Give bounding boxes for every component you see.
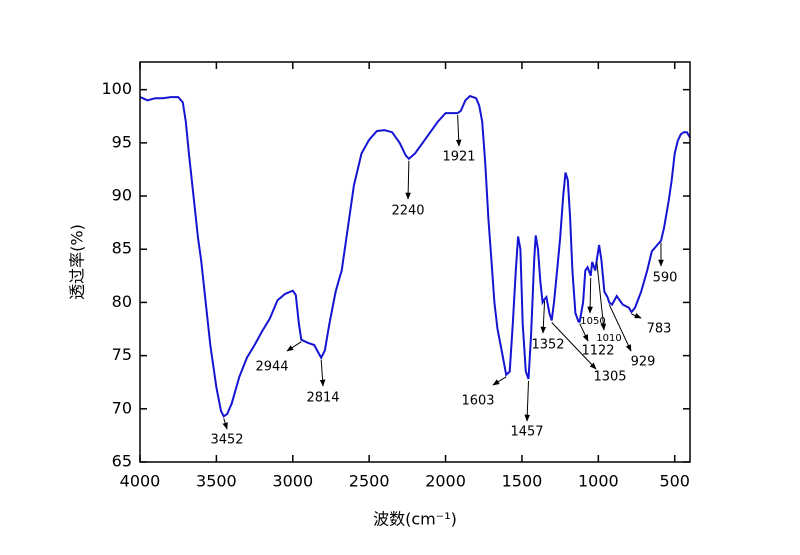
y-tick-label: 80 xyxy=(112,292,132,311)
y-tick-label: 75 xyxy=(112,345,132,364)
annotation-arrow xyxy=(631,312,642,319)
annotation-arrow xyxy=(540,301,547,334)
annotation-arrow xyxy=(579,323,589,342)
annotation-label: 1010 xyxy=(596,333,621,344)
annotation-arrow xyxy=(222,418,228,430)
annotation-arrow xyxy=(596,261,607,331)
annotation-label: 1050 xyxy=(580,316,605,327)
y-tick-label: 65 xyxy=(112,452,132,471)
annotation-arrow xyxy=(286,341,302,352)
x-axis-label: 波数(cm⁻¹) xyxy=(373,510,457,529)
annotation-arrow xyxy=(551,322,597,370)
x-tick-label: 3500 xyxy=(196,472,237,491)
annotation-label: 1603 xyxy=(461,394,494,409)
annotation-arrow xyxy=(608,304,632,352)
spectrum-line xyxy=(139,94,691,418)
x-tick-label: 1500 xyxy=(502,472,543,491)
y-tick-label: 70 xyxy=(112,398,132,417)
annotation-label: 929 xyxy=(631,355,656,370)
annotation-arrow xyxy=(492,376,507,386)
annotation-label: 2944 xyxy=(255,360,288,375)
annotation-arrow xyxy=(319,359,326,387)
y-tick-label: 90 xyxy=(112,186,132,205)
annotation-label: 1352 xyxy=(531,338,564,353)
y-tick-label: 85 xyxy=(112,239,132,258)
x-tick-label: 4000 xyxy=(120,472,161,491)
annotation-label: 590 xyxy=(653,271,678,286)
annotation-label: 3452 xyxy=(210,433,243,448)
annotation-arrow xyxy=(524,381,531,422)
annotation-arrow xyxy=(455,115,462,147)
y-axis-label: 透过率(%) xyxy=(68,224,87,300)
x-tick-label: 2000 xyxy=(425,472,466,491)
y-tick-label: 100 xyxy=(101,79,132,98)
x-tick-label: 2500 xyxy=(349,472,390,491)
x-tick-label: 500 xyxy=(659,472,690,491)
annotation-label: 1921 xyxy=(442,150,475,165)
annotation-label: 2240 xyxy=(391,204,424,219)
annotation-label: 1457 xyxy=(510,425,543,440)
annotation-label: 1122 xyxy=(581,344,614,359)
annotation-label: 1305 xyxy=(593,370,626,385)
plot-frame xyxy=(139,61,691,463)
annotation-arrow xyxy=(405,160,411,200)
x-tick-label: 1000 xyxy=(578,472,619,491)
annotation-arrow xyxy=(587,277,593,314)
x-tick-label: 3000 xyxy=(272,472,313,491)
annotation-label: 783 xyxy=(647,322,672,337)
annotation-label: 2814 xyxy=(306,391,339,406)
y-tick-label: 95 xyxy=(112,132,132,151)
